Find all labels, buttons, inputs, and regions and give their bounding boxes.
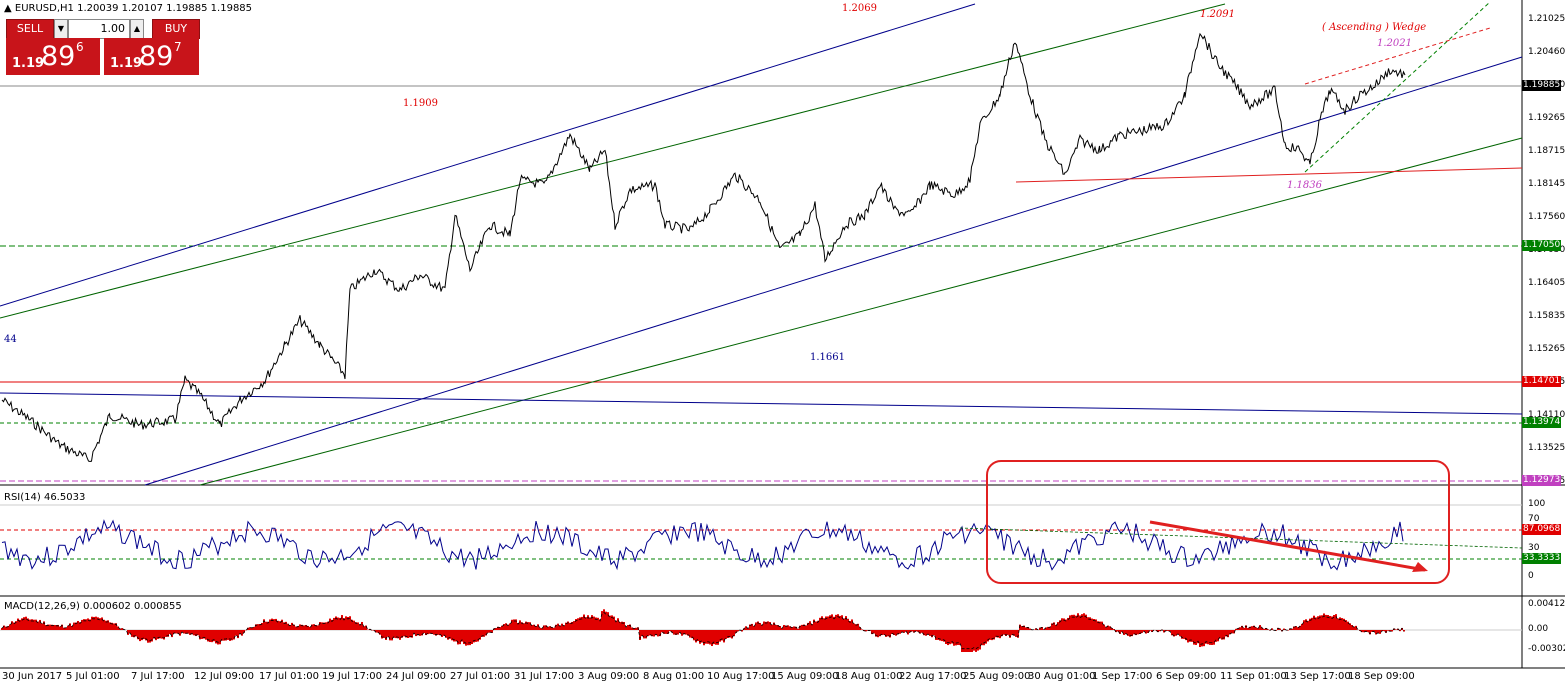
support-red-1836 — [1015, 167, 1523, 183]
buy-price-box[interactable]: 1.19 89 7 — [104, 38, 199, 75]
lot-increase-button[interactable]: ▲ — [130, 19, 144, 39]
buy-button[interactable]: BUY — [152, 19, 200, 39]
time-label: 12 Jul 09:00 — [194, 671, 254, 682]
price-tick: 1.16405 — [1528, 278, 1565, 288]
price-level-label: 1.13974 — [1522, 417, 1561, 428]
annotation-low-1836: 1.1836 — [1287, 180, 1322, 191]
rsi-header: RSI(14) 46.5033 — [4, 492, 86, 503]
rsi-tick: 70 — [1528, 514, 1540, 524]
time-label: 6 Sep 09:00 — [1156, 671, 1217, 682]
price-level-label: 1.12973 — [1522, 475, 1561, 486]
time-label: 3 Aug 09:00 — [578, 671, 640, 682]
collapse-triangle-icon[interactable]: ▲ — [4, 3, 12, 14]
channel-upper-blue — [0, 3, 976, 307]
time-label: 8 Aug 01:00 — [643, 671, 705, 682]
price-tick: 1.17560 — [1528, 212, 1565, 222]
time-label: 18 Sep 09:00 — [1348, 671, 1415, 682]
price-tick: 1.15265 — [1528, 344, 1565, 354]
rsi-series — [1, 519, 1404, 571]
price-series — [1, 32, 1406, 462]
time-label: 19 Jul 17:00 — [322, 671, 382, 682]
annotation-high-1: 1.2069 — [842, 3, 877, 14]
price-tick: 1.21025 — [1528, 14, 1565, 24]
time-label: 10 Aug 17:00 — [707, 671, 775, 682]
rsi-tick: 100 — [1528, 499, 1546, 509]
rsi-tick: 30 — [1528, 543, 1540, 553]
annotation-level-44: 44 — [4, 334, 17, 345]
time-label: 1 Sep 17:00 — [1092, 671, 1153, 682]
macd-tick: 0.004122 — [1528, 599, 1565, 609]
time-label: 27 Jul 01:00 — [450, 671, 510, 682]
price-tick: 1.19265 — [1528, 113, 1565, 123]
rsi-high-label: 87.0968 — [1522, 524, 1561, 535]
wedge-upper — [1304, 27, 1491, 85]
time-label: 24 Jul 09:00 — [386, 671, 446, 682]
price-level-label: 1.14701 — [1522, 376, 1561, 387]
annotation-wedge: ( Ascending ) Wedge — [1322, 22, 1427, 33]
long-trend-blue — [0, 392, 1523, 415]
annotation-wedge-top: 1.2021 — [1377, 38, 1412, 49]
time-label: 5 Jul 01:00 — [66, 671, 120, 682]
price-level-label: 1.17050 — [1522, 240, 1561, 251]
price-tick: 1.14110 — [1528, 410, 1565, 420]
time-label: 31 Jul 17:00 — [514, 671, 574, 682]
channel-upper-green — [0, 3, 1226, 319]
time-label: 22 Aug 17:00 — [899, 671, 967, 682]
time-label: 25 Aug 09:00 — [963, 671, 1031, 682]
price-tick: 1.13525 — [1528, 443, 1565, 453]
macd-tick: -0.003021 — [1528, 644, 1565, 654]
price-tick: 1.18715 — [1528, 146, 1565, 156]
macd-tick: 0.00 — [1528, 624, 1549, 634]
time-label: 13 Sep 17:00 — [1284, 671, 1351, 682]
lot-size-input[interactable]: 1.00 — [68, 19, 130, 39]
rsi-low-label: 33.3333 — [1522, 553, 1561, 564]
rsi-tick: 0 — [1528, 571, 1534, 581]
time-label: 18 Aug 01:00 — [835, 671, 903, 682]
symbol-header: ▲ EURUSD,H1 1.20039 1.20107 1.19885 1.19… — [4, 3, 252, 14]
time-label: 30 Jun 2017 — [2, 671, 63, 682]
time-label: 30 Aug 01:00 — [1028, 671, 1096, 682]
channel-lower-blue — [144, 56, 1523, 486]
price-tick: 1.15835 — [1528, 311, 1565, 321]
annotation-high-2: 1.2091 — [1200, 9, 1235, 20]
time-label: 15 Aug 09:00 — [771, 671, 839, 682]
price-tick: 1.20460 — [1528, 47, 1565, 57]
macd-header: MACD(12,26,9) 0.000602 0.000855 — [4, 601, 182, 612]
macd-signal-line — [1, 611, 1405, 650]
annotation-level-1661: 1.1661 — [810, 352, 845, 363]
time-label: 17 Jul 01:00 — [259, 671, 319, 682]
sell-price-box[interactable]: 1.19 89 6 — [6, 38, 100, 75]
annotation-level-1909: 1.1909 — [403, 98, 438, 109]
symbol-info: EURUSD,H1 1.20039 1.20107 1.19885 1.1988… — [14, 3, 253, 14]
price-tick: 1.18145 — [1528, 179, 1565, 189]
lot-decrease-button[interactable]: ▼ — [54, 19, 68, 39]
time-label: 7 Jul 17:00 — [131, 671, 185, 682]
price-level-label: 1.19885 — [1522, 80, 1561, 91]
divergence-highlight-box — [986, 460, 1450, 584]
channel-lower-green — [199, 137, 1523, 486]
rsi-divergence-arrow — [1149, 520, 1426, 572]
time-label: 11 Sep 01:00 — [1220, 671, 1287, 682]
rsi-arrow-head — [1412, 562, 1428, 572]
sell-button[interactable]: SELL — [6, 19, 54, 39]
one-click-trading-panel: SELL ▼ 1.00 ▲ BUY 1.19 89 6 1.19 89 7 — [6, 19, 200, 75]
